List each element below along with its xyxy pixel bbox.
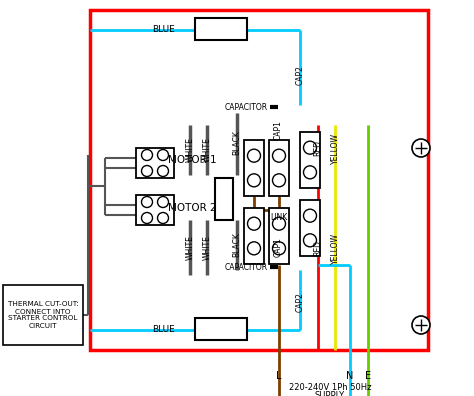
Text: RED: RED (313, 140, 322, 156)
Bar (300, 200, 320, 256)
Circle shape (273, 242, 285, 255)
Circle shape (412, 316, 430, 334)
Text: L: L (276, 371, 282, 381)
Text: BLUE: BLUE (152, 326, 175, 335)
Bar (244, 208, 264, 264)
Text: WHITE: WHITE (185, 236, 194, 261)
Text: MOTOR 2: MOTOR 2 (168, 203, 216, 213)
Bar (269, 208, 289, 264)
Circle shape (157, 166, 168, 177)
Bar (269, 140, 289, 196)
Text: 220-240V 1Ph 50Hz: 220-240V 1Ph 50Hz (289, 383, 371, 392)
Bar (300, 132, 320, 188)
Circle shape (303, 209, 317, 222)
Bar (3, 285, 83, 345)
Circle shape (273, 149, 285, 162)
Circle shape (157, 196, 168, 208)
Circle shape (247, 149, 261, 162)
Bar (136, 148, 174, 178)
Text: CAP1: CAP1 (273, 120, 283, 140)
Bar (244, 140, 264, 196)
Bar (195, 18, 247, 40)
Circle shape (247, 174, 261, 187)
Circle shape (157, 213, 168, 223)
Circle shape (412, 139, 430, 157)
Text: CAP2: CAP2 (295, 292, 304, 312)
Text: YELLOW: YELLOW (330, 232, 339, 263)
Circle shape (142, 196, 153, 208)
Text: E: E (365, 371, 371, 381)
Circle shape (247, 217, 261, 230)
Text: CAP1: CAP1 (273, 237, 283, 257)
Text: LINK: LINK (270, 213, 288, 223)
Text: CAPACITOR: CAPACITOR (225, 263, 268, 272)
Text: WHITE: WHITE (185, 137, 194, 162)
Text: SUPPLY: SUPPLY (315, 390, 345, 396)
Circle shape (303, 141, 317, 154)
Text: BLACK: BLACK (233, 232, 241, 257)
Text: WHITE: WHITE (202, 236, 211, 261)
Circle shape (303, 234, 317, 247)
Circle shape (157, 150, 168, 160)
Text: CAPACITOR: CAPACITOR (225, 103, 268, 112)
Circle shape (273, 217, 285, 230)
Bar (90, 10, 428, 350)
Text: THERMAL CUT-OUT:
CONNECT INTO
STARTER CONTROL
CIRCUIT: THERMAL CUT-OUT: CONNECT INTO STARTER CO… (8, 301, 78, 329)
Circle shape (142, 166, 153, 177)
Text: RED: RED (313, 240, 322, 256)
Text: BLUE: BLUE (152, 25, 175, 34)
Circle shape (247, 242, 261, 255)
Text: WHITE: WHITE (202, 137, 211, 162)
Bar (136, 195, 174, 225)
Text: MOTOR 1: MOTOR 1 (168, 155, 216, 165)
Circle shape (142, 213, 153, 223)
Text: N: N (346, 371, 354, 381)
Bar (195, 318, 247, 340)
Bar (215, 178, 233, 220)
Text: CAP2: CAP2 (295, 65, 304, 85)
Text: BLACK: BLACK (233, 131, 241, 156)
Circle shape (273, 174, 285, 187)
Text: YELLOW: YELLOW (330, 133, 339, 164)
Circle shape (142, 150, 153, 160)
Circle shape (303, 166, 317, 179)
